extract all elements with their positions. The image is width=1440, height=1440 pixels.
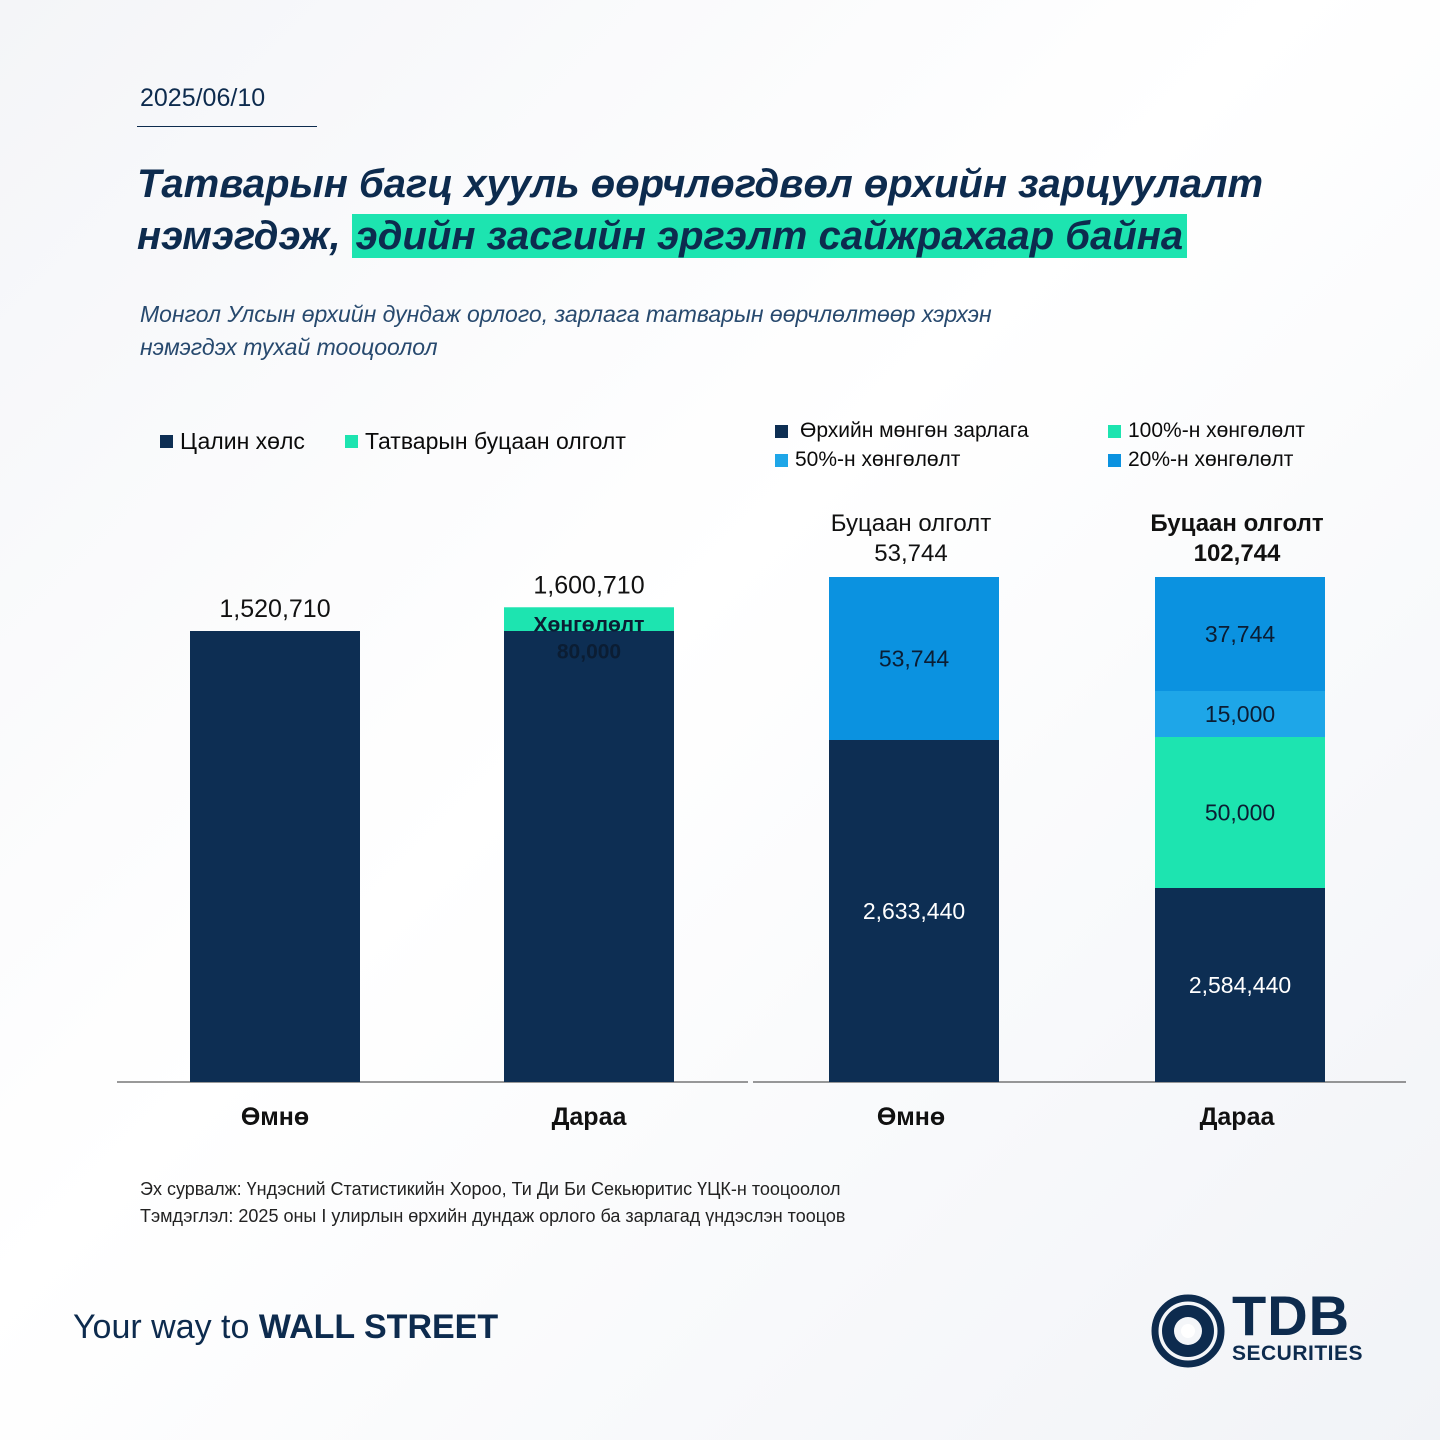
legend-item-20pct: 20%-н хөнгөлөлт (1108, 448, 1293, 472)
tdb-logo-text: TDB SECURITIES (1232, 1284, 1364, 1366)
bar-top-value: 102,744 (1194, 540, 1281, 567)
segment-value-label: 50,000 (1205, 800, 1275, 826)
legend-swatch-blue (1108, 453, 1121, 467)
x-tick-label: Өмнө (241, 1103, 309, 1131)
legend-swatch-green (345, 435, 358, 448)
segment-value-label: 37,744 (1205, 621, 1276, 647)
tdb-logo-icon (1151, 1294, 1225, 1368)
legend-item-tax-rebate: Татварын буцаан олголт (345, 428, 626, 455)
bar-segment (1155, 691, 1325, 737)
bar-top-value: 53,744 (874, 540, 947, 567)
chart-footer: Эх сурвалж: Үндэсний Статистикийн Хороо,… (140, 1176, 845, 1230)
tagline-bold: WALL STREET (258, 1308, 499, 1346)
x-tick-label: Дараа (552, 1103, 628, 1131)
method-note: Тэмдэглэл: 2025 оны I улирлын өрхийн дун… (140, 1206, 846, 1226)
date-label: 2025/06/10 (140, 84, 266, 112)
bar-total-label: 1,520,710 (219, 595, 330, 623)
legend-item-household-spending: Өрхийн мөнгөн зарлага (775, 419, 1029, 443)
segment-label: 80,000 (557, 640, 621, 663)
bar-segment (504, 607, 674, 631)
legend-label-household-spending: Өрхийн мөнгөн зарлага (800, 419, 1029, 442)
segment-value-label: 15,000 (1205, 701, 1275, 727)
segment-value-label: 2,584,440 (1189, 972, 1291, 998)
date-underline (137, 126, 317, 127)
legend-label-100pct: 100%-н хөнгөлөлт (1128, 419, 1306, 442)
chart-subtitle: Монгол Улсын өрхийн дундаж орлого, зарла… (140, 298, 1140, 364)
legend-item-100pct: 100%-н хөнгөлөлт (1108, 419, 1305, 443)
legend-swatch-green (1108, 424, 1121, 438)
tagline: Your way to WALL STREET (73, 1308, 498, 1347)
bar-segment (1155, 888, 1325, 1082)
bar-total-label: 1,600,710 (533, 571, 644, 599)
bar-segment (1155, 577, 1325, 691)
subtitle-line-2: нэмэгдэх тухай тооцоолол (140, 334, 438, 360)
legend-item-50pct: 50%-н хөнгөлөлт (775, 448, 960, 472)
legend-swatch-navy (160, 435, 173, 448)
bar-segment (1155, 737, 1325, 888)
bar-segment (190, 631, 360, 1082)
bar-segment (829, 740, 999, 1082)
legend-label-50pct: 50%-н хөнгөлөлт (795, 448, 961, 471)
tagline-light: Your way to (73, 1308, 259, 1346)
title-text: Татварын багц хууль өөрчлөгдвөл өрхийн з… (137, 162, 1264, 258)
legend-swatch-navy (775, 424, 788, 438)
page-title: Татварын багц хууль өөрчлөгдвөл өрхийн з… (137, 158, 1317, 262)
legend-label-20pct: 20%-н хөнгөлөлт (1128, 448, 1294, 471)
segment-label: Хөнгөлөлт (534, 613, 645, 636)
x-tick-label: Өмнө (877, 1103, 945, 1131)
legend-swatch-light-blue (775, 453, 788, 467)
legend-item-salary: Цалин хөлс (160, 428, 305, 455)
bar-top-label: Буцаан олголт (1150, 510, 1323, 537)
legend-label-salary: Цалин хөлс (180, 428, 305, 454)
segment-value-label: 53,744 (879, 646, 950, 672)
segment-value-label: 2,633,440 (863, 898, 965, 924)
legend-label-tax-rebate: Татварын буцаан олголт (365, 428, 626, 454)
source-note: Эх сурвалж: Үндэсний Статистикийн Хороо,… (140, 1179, 841, 1199)
title-highlight: эдийн засгийн эргэлт сайжрахаар байна (351, 214, 1188, 258)
logo-sub: SECURITIES (1232, 1342, 1364, 1365)
bar-segment (504, 631, 674, 1082)
logo-main: TDB (1232, 1284, 1351, 1347)
bar-top-label: Буцаан олголт (831, 510, 991, 537)
subtitle-line-1: Монгол Улсын өрхийн дундаж орлого, зарла… (140, 301, 992, 327)
x-tick-label: Дараа (1200, 1103, 1276, 1131)
bar-segment (829, 577, 999, 740)
